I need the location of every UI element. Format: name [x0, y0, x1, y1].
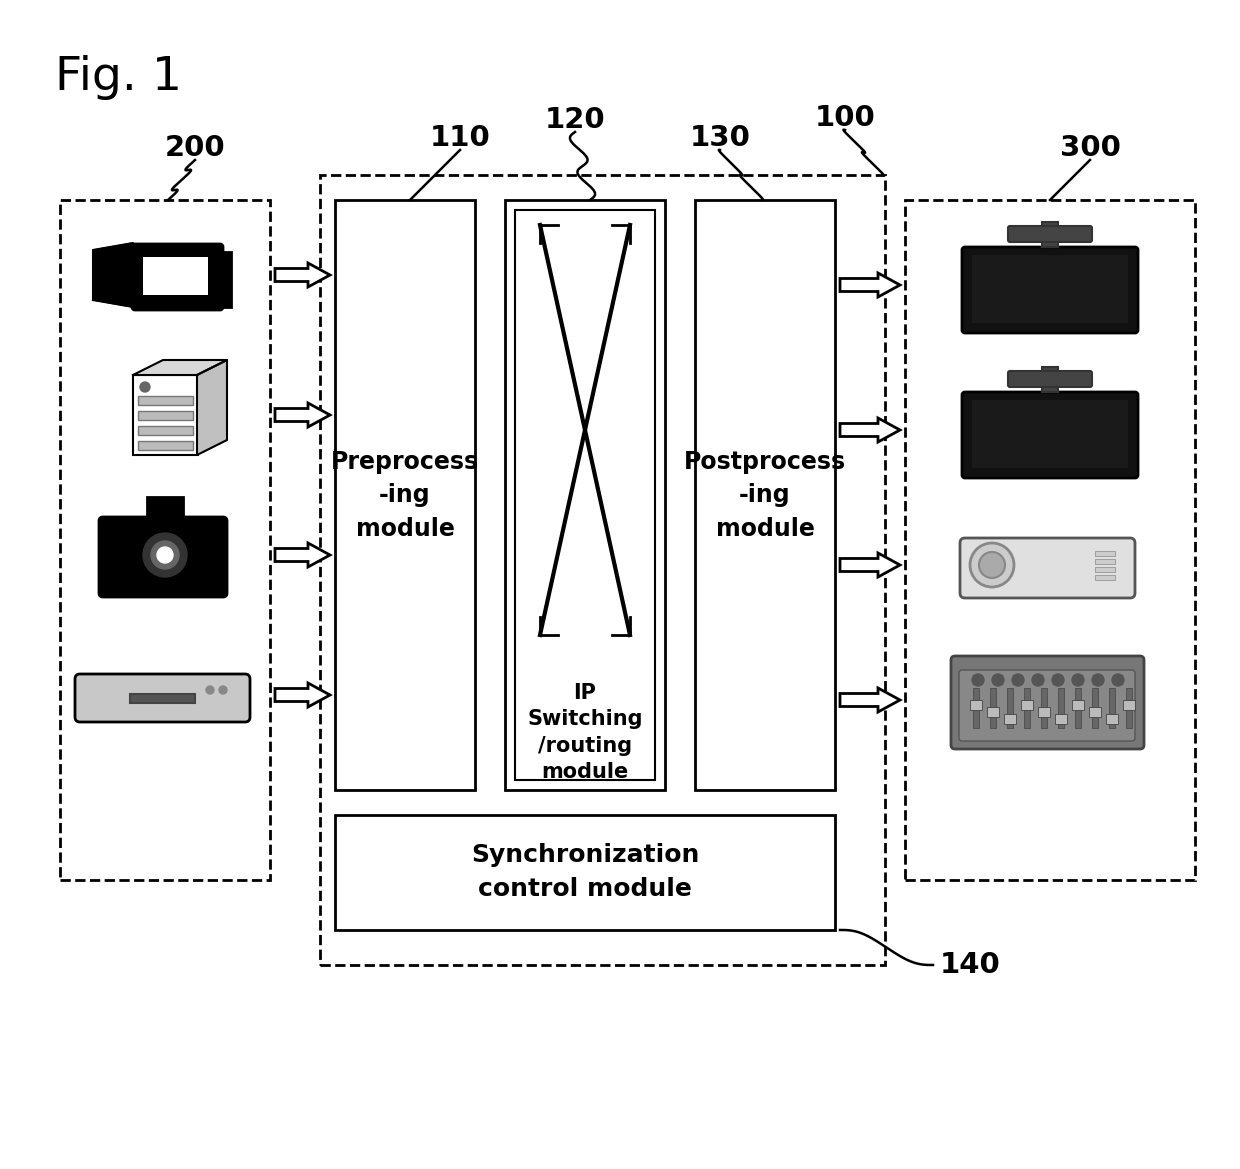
Bar	[1038, 707, 1050, 717]
FancyBboxPatch shape	[1008, 226, 1092, 242]
Text: 130: 130	[689, 124, 750, 152]
Text: 140: 140	[940, 952, 1001, 978]
Text: Postprocess
-ing
module: Postprocess -ing module	[684, 450, 846, 540]
Circle shape	[992, 675, 1004, 686]
Bar	[987, 707, 999, 717]
Bar	[973, 689, 980, 728]
Bar	[1024, 689, 1030, 728]
FancyBboxPatch shape	[962, 392, 1138, 478]
Circle shape	[206, 686, 215, 694]
Bar	[1073, 700, 1084, 710]
Circle shape	[1012, 675, 1024, 686]
Circle shape	[151, 541, 179, 569]
Circle shape	[1052, 675, 1064, 686]
Bar	[1095, 559, 1115, 563]
FancyBboxPatch shape	[1008, 371, 1092, 387]
Bar	[970, 700, 982, 710]
Bar	[1042, 689, 1047, 728]
Polygon shape	[839, 689, 900, 712]
Bar	[1092, 689, 1097, 728]
Bar	[694, 200, 835, 790]
Polygon shape	[133, 360, 227, 375]
Text: 300: 300	[1059, 134, 1121, 162]
FancyBboxPatch shape	[99, 517, 227, 597]
Bar	[217, 253, 231, 307]
Bar	[1095, 551, 1115, 556]
FancyBboxPatch shape	[962, 247, 1138, 333]
Circle shape	[140, 382, 150, 392]
Polygon shape	[275, 403, 330, 427]
Bar	[1095, 567, 1115, 572]
Text: 200: 200	[165, 134, 226, 162]
FancyBboxPatch shape	[960, 538, 1135, 599]
Circle shape	[972, 675, 985, 686]
Bar	[1055, 714, 1066, 724]
Bar	[138, 396, 193, 404]
Bar	[1042, 367, 1058, 392]
Bar	[1075, 689, 1081, 728]
Bar	[972, 400, 1128, 468]
FancyBboxPatch shape	[131, 244, 223, 310]
Polygon shape	[275, 542, 330, 567]
Bar	[1106, 714, 1118, 724]
Bar	[1095, 575, 1115, 580]
Circle shape	[157, 547, 174, 563]
Circle shape	[219, 686, 227, 694]
Text: 110: 110	[429, 124, 490, 152]
Polygon shape	[839, 274, 900, 297]
Circle shape	[970, 542, 1014, 587]
Bar	[505, 200, 665, 790]
Bar	[1021, 700, 1033, 710]
Bar	[1058, 689, 1064, 728]
FancyBboxPatch shape	[951, 656, 1145, 749]
Bar	[972, 255, 1128, 323]
Text: 120: 120	[544, 106, 605, 134]
Polygon shape	[93, 243, 133, 307]
Bar	[1089, 707, 1101, 717]
Bar	[1109, 689, 1115, 728]
Circle shape	[1112, 675, 1123, 686]
Text: Synchronization
control module: Synchronization control module	[471, 843, 699, 901]
Circle shape	[1032, 675, 1044, 686]
Polygon shape	[839, 419, 900, 442]
Bar	[130, 694, 195, 703]
Bar	[60, 200, 270, 880]
Bar	[320, 175, 885, 964]
Bar	[1123, 700, 1135, 710]
Bar	[138, 411, 193, 420]
Polygon shape	[839, 553, 900, 577]
Circle shape	[980, 552, 1004, 577]
Bar	[138, 426, 193, 435]
Bar	[905, 200, 1195, 880]
Bar	[990, 689, 996, 728]
Circle shape	[143, 533, 187, 577]
Polygon shape	[275, 683, 330, 707]
Text: Fig. 1: Fig. 1	[55, 55, 182, 101]
Circle shape	[1073, 675, 1084, 686]
Bar	[335, 815, 835, 931]
Text: Preprocess
-ing
module: Preprocess -ing module	[331, 450, 479, 540]
Bar	[1042, 222, 1058, 247]
Bar	[133, 375, 198, 455]
Text: IP
Switching
/routing
module: IP Switching /routing module	[527, 683, 642, 782]
Bar	[148, 497, 184, 517]
Circle shape	[1092, 675, 1104, 686]
Bar	[138, 441, 193, 450]
Bar	[1007, 689, 1013, 728]
Bar	[143, 257, 208, 295]
Text: 100: 100	[815, 104, 875, 132]
Bar	[515, 210, 655, 780]
Bar	[1126, 689, 1132, 728]
FancyBboxPatch shape	[959, 670, 1135, 741]
Bar	[1004, 714, 1016, 724]
Bar	[335, 200, 475, 790]
Polygon shape	[275, 263, 330, 288]
Polygon shape	[197, 360, 227, 455]
FancyBboxPatch shape	[74, 675, 250, 722]
Circle shape	[135, 525, 195, 584]
